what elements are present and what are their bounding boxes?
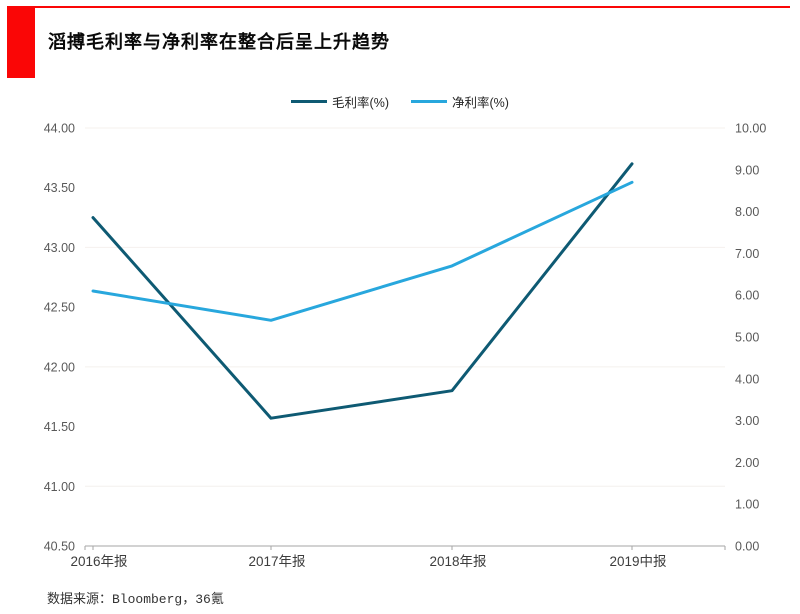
right-axis-tick-label: 6.00	[735, 289, 759, 303]
data-source-caption: 数据来源：Bloomberg，36氪	[47, 592, 224, 607]
chart-legend: 毛利率(%) 净利率(%)	[0, 92, 800, 111]
legend-item-net-margin: 净利率(%)	[411, 92, 509, 111]
left-axis-tick-label: 42.50	[44, 301, 75, 315]
right-axis-tick-label: 2.00	[735, 456, 759, 470]
x-axis-category-label: 2017年报	[248, 554, 305, 569]
right-axis-tick-label: 8.00	[735, 205, 759, 219]
x-axis-category-label: 2019中报	[609, 554, 666, 569]
legend-label-net-margin: 净利率(%)	[452, 96, 509, 110]
net-margin-line-swatch	[411, 100, 447, 103]
left-axis-tick-label: 41.50	[44, 420, 75, 434]
left-axis-tick-label: 40.50	[44, 540, 75, 554]
right-axis-tick-label: 5.00	[735, 331, 759, 345]
right-axis-tick-label: 4.00	[735, 372, 759, 386]
accent-block	[7, 6, 35, 78]
gross-margin-line-swatch	[291, 100, 328, 103]
legend-item-gross-margin: 毛利率(%)	[291, 92, 389, 111]
legend-label-gross-margin: 毛利率(%)	[332, 96, 389, 110]
left-axis-tick-label: 41.00	[44, 480, 75, 494]
x-axis-category-label: 2018年报	[429, 554, 486, 569]
right-axis-tick-label: 3.00	[735, 414, 759, 428]
right-axis-tick-label: 0.00	[735, 540, 759, 554]
gross-margin-line	[91, 162, 634, 420]
right-axis-tick-label: 1.00	[735, 498, 759, 512]
chart-title: 滔搏毛利率与净利率在整合后呈上升趋势	[48, 32, 390, 52]
left-axis-tick-label: 44.00	[44, 122, 75, 136]
left-axis-tick-label: 42.00	[44, 360, 75, 374]
right-axis-tick-label: 9.00	[735, 163, 759, 177]
left-axis-tick-label: 43.50	[44, 181, 75, 195]
accent-top-rule	[35, 6, 790, 8]
left-axis-tick-label: 43.00	[44, 241, 75, 255]
right-axis-tick-label: 10.00	[735, 122, 766, 136]
x-axis-category-label: 2016年报	[70, 554, 127, 569]
right-axis-tick-label: 7.00	[735, 247, 759, 261]
net-margin-line	[91, 180, 634, 322]
